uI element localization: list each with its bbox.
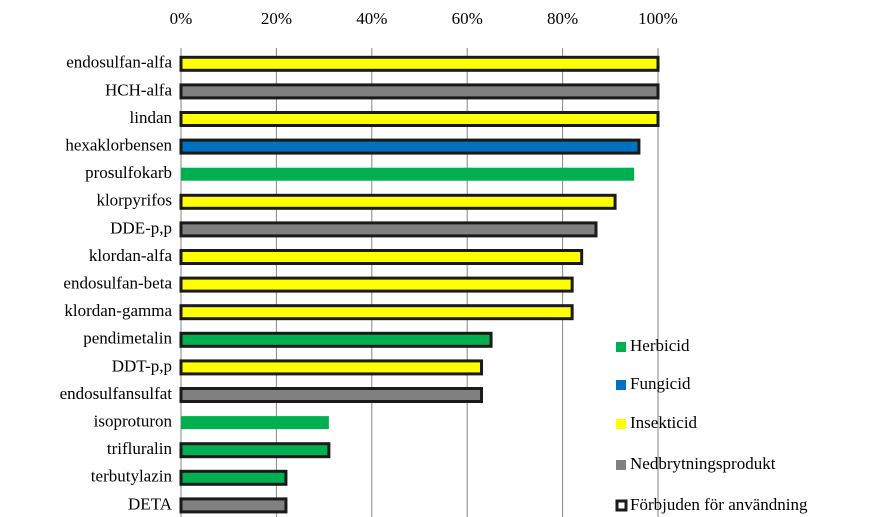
bar <box>179 304 574 321</box>
x-tick-label: 0% <box>170 9 193 28</box>
bar <box>181 416 329 430</box>
legend-swatch <box>615 499 628 512</box>
y-tick-label: lindan <box>130 108 173 127</box>
bar <box>179 359 484 376</box>
x-tick-label: 40% <box>356 9 387 28</box>
x-tick-label: 60% <box>452 9 483 28</box>
y-tick-label: prosulfokarb <box>85 163 172 182</box>
legend-label: Förbjuden för användning <box>630 495 808 514</box>
x-tick-label: 80% <box>547 9 578 28</box>
x-tick-label: 100% <box>638 9 678 28</box>
bar <box>179 276 574 293</box>
legend-swatch <box>616 419 626 429</box>
legend-swatch <box>616 342 626 352</box>
y-tick-label: DETA <box>128 494 173 513</box>
legend-swatch <box>616 380 626 390</box>
y-tick-label: endosulfansulfat <box>60 384 173 403</box>
y-tick-label: trifluralin <box>107 439 173 458</box>
bar <box>179 442 331 459</box>
bar <box>181 167 635 181</box>
y-tick-label: endosulfan-alfa <box>66 53 172 72</box>
legend-label: Herbicid <box>630 336 690 355</box>
y-tick-label: klordan-alfa <box>89 246 173 265</box>
bar <box>179 469 288 486</box>
y-tick-label: HCH-alfa <box>105 80 172 99</box>
y-tick-label: hexaklorbensen <box>65 136 172 155</box>
y-tick-label: endosulfan-beta <box>63 274 172 293</box>
bar <box>179 331 493 348</box>
y-tick-label: pendimetalin <box>83 329 172 348</box>
y-tick-label: isoproturon <box>94 412 173 431</box>
bar <box>179 83 660 100</box>
bar <box>179 387 484 403</box>
y-tick-label: klorpyrifos <box>96 191 172 210</box>
y-tick-label: DDE-p,p <box>110 218 172 237</box>
x-tick-label: 20% <box>261 9 292 28</box>
y-tick-label: klordan-gamma <box>64 301 172 320</box>
y-tick-label: terbutylazin <box>91 467 173 486</box>
y-tick-label: DDT-p,p <box>112 356 172 375</box>
bar <box>179 249 584 265</box>
bar <box>179 111 660 127</box>
legend-label: Insekticid <box>630 413 698 432</box>
bar <box>179 55 660 72</box>
legend-label: Nedbrytningsprodukt <box>630 454 776 473</box>
legend-swatch <box>616 460 626 470</box>
bar <box>179 138 641 155</box>
bar <box>179 221 598 238</box>
bar <box>179 497 288 514</box>
legend-label: Fungicid <box>630 374 691 393</box>
bar <box>179 193 617 210</box>
